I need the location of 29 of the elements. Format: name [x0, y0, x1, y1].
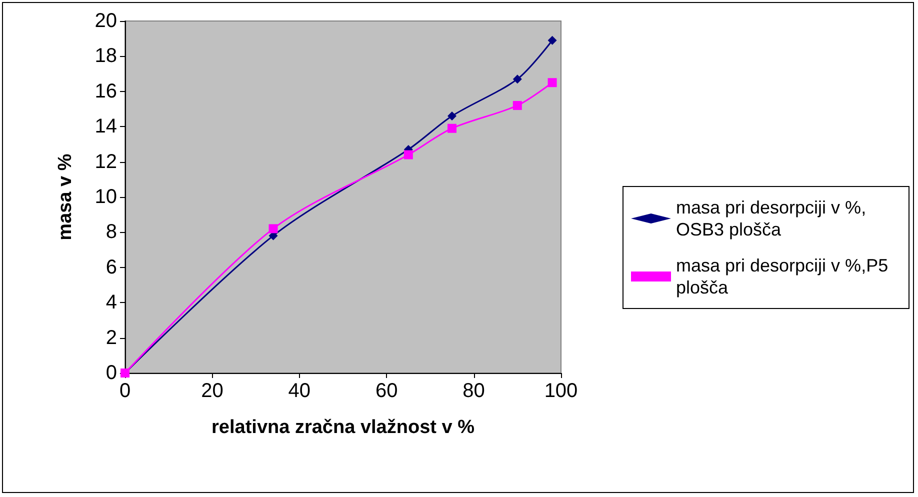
- y-tick-label: 16: [94, 80, 117, 102]
- point: [448, 124, 456, 133]
- y-tick-label: 8: [106, 221, 117, 244]
- y-tick-label: 6: [106, 256, 117, 278]
- point: [448, 112, 456, 121]
- y-tick-label: 12: [94, 150, 117, 173]
- x-tick-label: 100: [544, 380, 578, 402]
- x-tick-label: 20: [201, 380, 224, 402]
- x-tick-label: 0: [119, 380, 131, 402]
- point: [512, 100, 522, 110]
- y-tick-label: 20: [94, 10, 117, 32]
- y-tick-label: 18: [94, 45, 117, 68]
- x-axis-title: relativna zračna vlažnost v %: [212, 417, 475, 438]
- point: [404, 150, 413, 160]
- legend-label: masa pri desorpciji v %,OSB3 plošča: [676, 198, 866, 240]
- point: [548, 78, 557, 88]
- y-tick-label: 10: [94, 186, 117, 208]
- y-tick-label: 4: [106, 292, 117, 314]
- y-tick-label: 2: [106, 326, 117, 349]
- x-tick-label: 60: [375, 380, 398, 402]
- y-tick-label: 0: [106, 362, 117, 384]
- point: [512, 74, 522, 84]
- y-axis-title: masa v %: [55, 154, 76, 240]
- point: [548, 36, 557, 45]
- x-tick-label: 80: [462, 380, 485, 402]
- legend-label: masa pri desorpciji v %,P5 plošča: [676, 256, 894, 298]
- y-tick-label: 14: [94, 116, 117, 138]
- x-tick-label: 40: [288, 380, 311, 402]
- point: [268, 224, 278, 234]
